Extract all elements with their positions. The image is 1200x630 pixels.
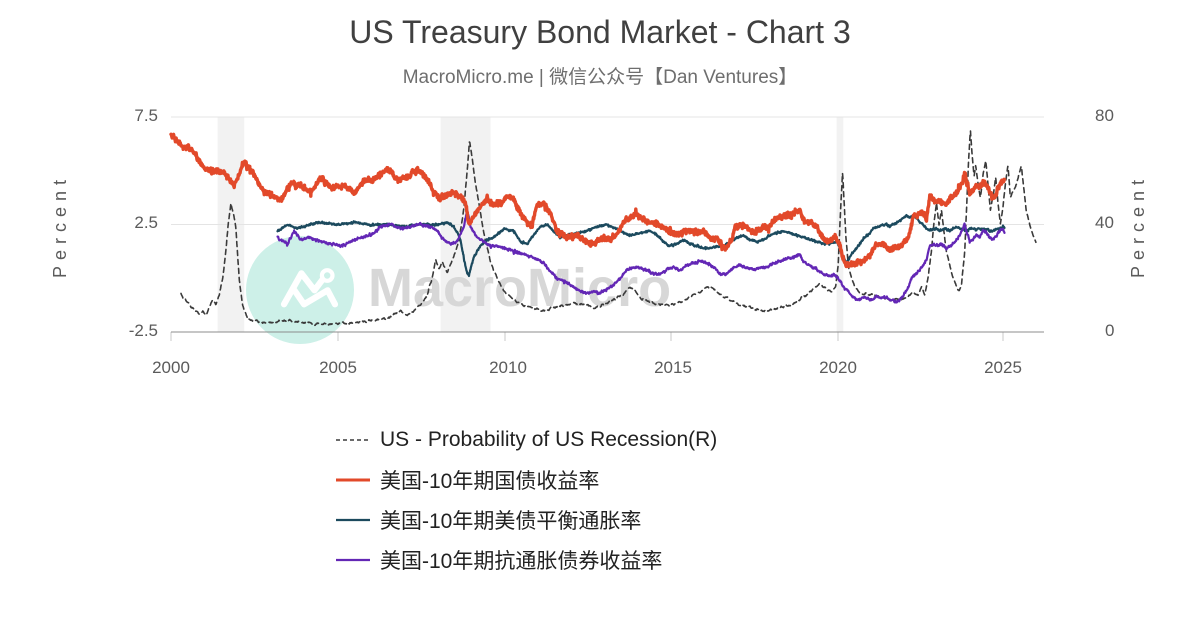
- svg-text:MacroMicro: MacroMicro: [368, 258, 671, 318]
